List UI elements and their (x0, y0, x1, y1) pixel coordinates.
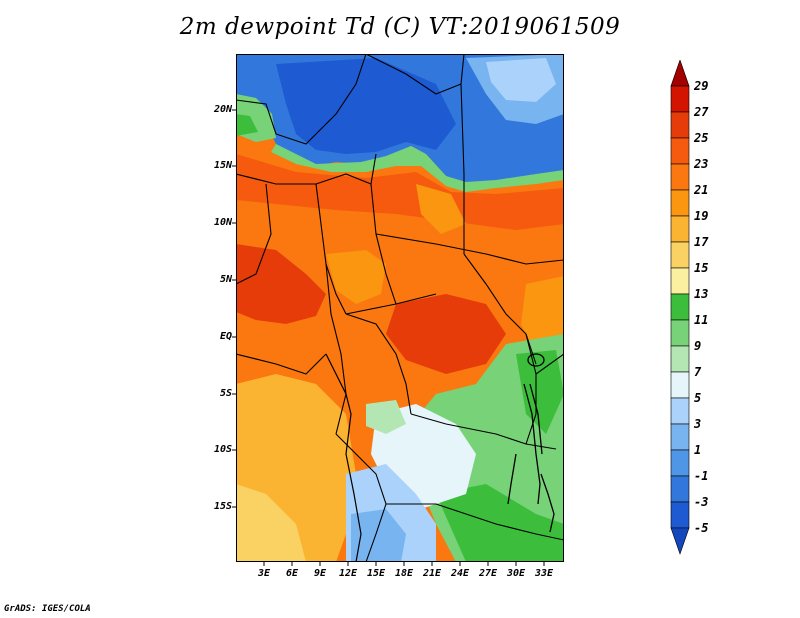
cbar-label-neg1: -1 (694, 469, 709, 483)
lon-label-9e: 9E (313, 568, 327, 579)
cbar-label-23: 23 (694, 157, 709, 171)
colorbar-segment (670, 475, 690, 503)
colorbar-segment (670, 215, 690, 243)
map-panel (236, 54, 564, 562)
cbar-label-21: 21 (694, 183, 709, 197)
colorbar-top-arrow (670, 60, 690, 87)
colorbar-segment (670, 423, 690, 451)
colorbar-segment (670, 241, 690, 269)
colorbar-segment (670, 267, 690, 295)
colorbar-segment (670, 85, 690, 113)
colorbar-segment (670, 163, 690, 191)
cbar-label-17: 17 (694, 235, 709, 249)
lat-label-5s: 5S (219, 388, 232, 399)
lon-label-12e: 12E (338, 568, 358, 579)
lat-label-15s: 15S (213, 501, 232, 512)
cbar-label-5: 5 (694, 391, 702, 405)
lon-label-15e: 15E (366, 568, 386, 579)
colorbar-segment (670, 345, 690, 373)
cbar-label-3: 3 (694, 417, 702, 431)
lon-label-30e: 30E (506, 568, 526, 579)
lat-label-20n: 20N (213, 104, 232, 115)
lon-label-33e: 33E (534, 568, 554, 579)
cbar-label-neg3: -3 (694, 495, 709, 509)
dewpoint-field (236, 54, 564, 562)
lat-label-10n: 10N (213, 217, 232, 228)
lon-label-18e: 18E (394, 568, 414, 579)
colorbar (670, 60, 690, 555)
colorbar-segment (670, 111, 690, 139)
lon-label-3e: 3E (257, 568, 271, 579)
cbar-label-9: 9 (694, 339, 702, 353)
lat-label-eq: EQ (219, 331, 232, 342)
colorbar-segment (670, 189, 690, 217)
lon-label-21e: 21E (422, 568, 442, 579)
lon-label-24e: 24E (450, 568, 470, 579)
lat-label-15n: 15N (213, 160, 232, 171)
lon-label-6e: 6E (285, 568, 299, 579)
cbar-label-11: 11 (694, 313, 709, 327)
colorbar-segment (670, 501, 690, 529)
lat-label-10s: 10S (213, 444, 232, 455)
colorbar-segment (670, 293, 690, 321)
lon-label-27e: 27E (478, 568, 498, 579)
grads-credit: GrADS: IGES/COLA (4, 604, 91, 614)
colorbar-segment (670, 319, 690, 347)
chart-title: 2m dewpoint Td (C) VT:2019061509 (179, 14, 621, 40)
cbar-label-neg5: -5 (694, 521, 709, 535)
cbar-label-29: 29 (694, 79, 709, 93)
cbar-label-13: 13 (694, 287, 709, 301)
cbar-label-25: 25 (694, 131, 709, 145)
colorbar-segment (670, 137, 690, 165)
cbar-label-27: 27 (694, 105, 709, 119)
colorbar-segment (670, 449, 690, 477)
cbar-label-7: 7 (694, 365, 702, 379)
cbar-label-15: 15 (694, 261, 709, 275)
colorbar-bottom-arrow (670, 527, 690, 555)
cbar-label-19: 19 (694, 209, 709, 223)
lat-label-5n: 5N (219, 274, 232, 285)
colorbar-segment (670, 371, 690, 399)
colorbar-segment (670, 397, 690, 425)
cbar-label-1: 1 (694, 443, 702, 457)
